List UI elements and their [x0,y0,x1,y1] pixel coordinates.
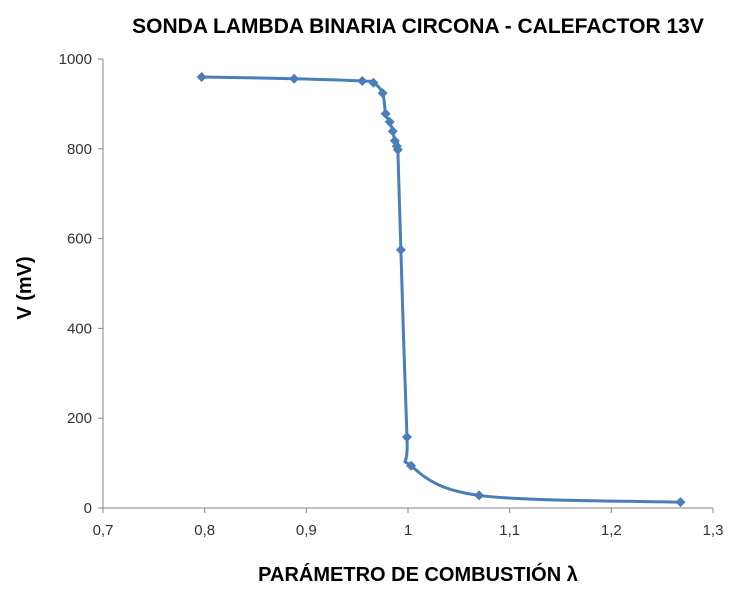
y-tick-label: 0 [84,500,92,517]
data-point [474,490,485,501]
x-tick-label: 0,9 [296,522,317,539]
x-axis: 0,7 0,8 0,9 1 1,1 1,2 1,3 [93,507,724,539]
x-tick-label: 0,7 [93,522,114,539]
data-point [380,108,391,119]
data-point [395,244,406,255]
y-tick-label: 400 [67,320,92,337]
x-tick-label: 1 [404,522,412,539]
data-point [357,76,368,87]
x-tick-label: 0,8 [194,522,215,539]
data-point [384,116,395,127]
data-point [406,460,417,471]
chart-title: SONDA LAMBDA BINARIA CIRCONA - CALEFACTO… [132,15,704,38]
data-point [392,144,403,155]
y-tick-label: 800 [67,141,92,158]
y-tick-label: 1000 [59,51,92,68]
series-line [201,75,681,504]
x-tick-label: 1,2 [601,522,622,539]
y-axis-label: V (mV) [14,256,36,319]
x-tick-label: 1,1 [499,522,520,539]
y-tick-label: 200 [67,410,92,427]
x-axis-label: PARÁMETRO DE COMBUSTIÓN λ [258,562,578,586]
data-point [196,71,207,82]
x-tick-label: 1,3 [703,522,724,539]
data-point [387,126,398,137]
plot-area [196,71,686,508]
data-point [401,432,412,443]
data-point [377,88,388,99]
y-axis: 0 200 400 600 800 1000 [59,51,104,517]
data-point [289,73,300,84]
y-tick-label: 600 [67,231,92,248]
data-point [368,77,379,88]
data-point [675,497,686,508]
